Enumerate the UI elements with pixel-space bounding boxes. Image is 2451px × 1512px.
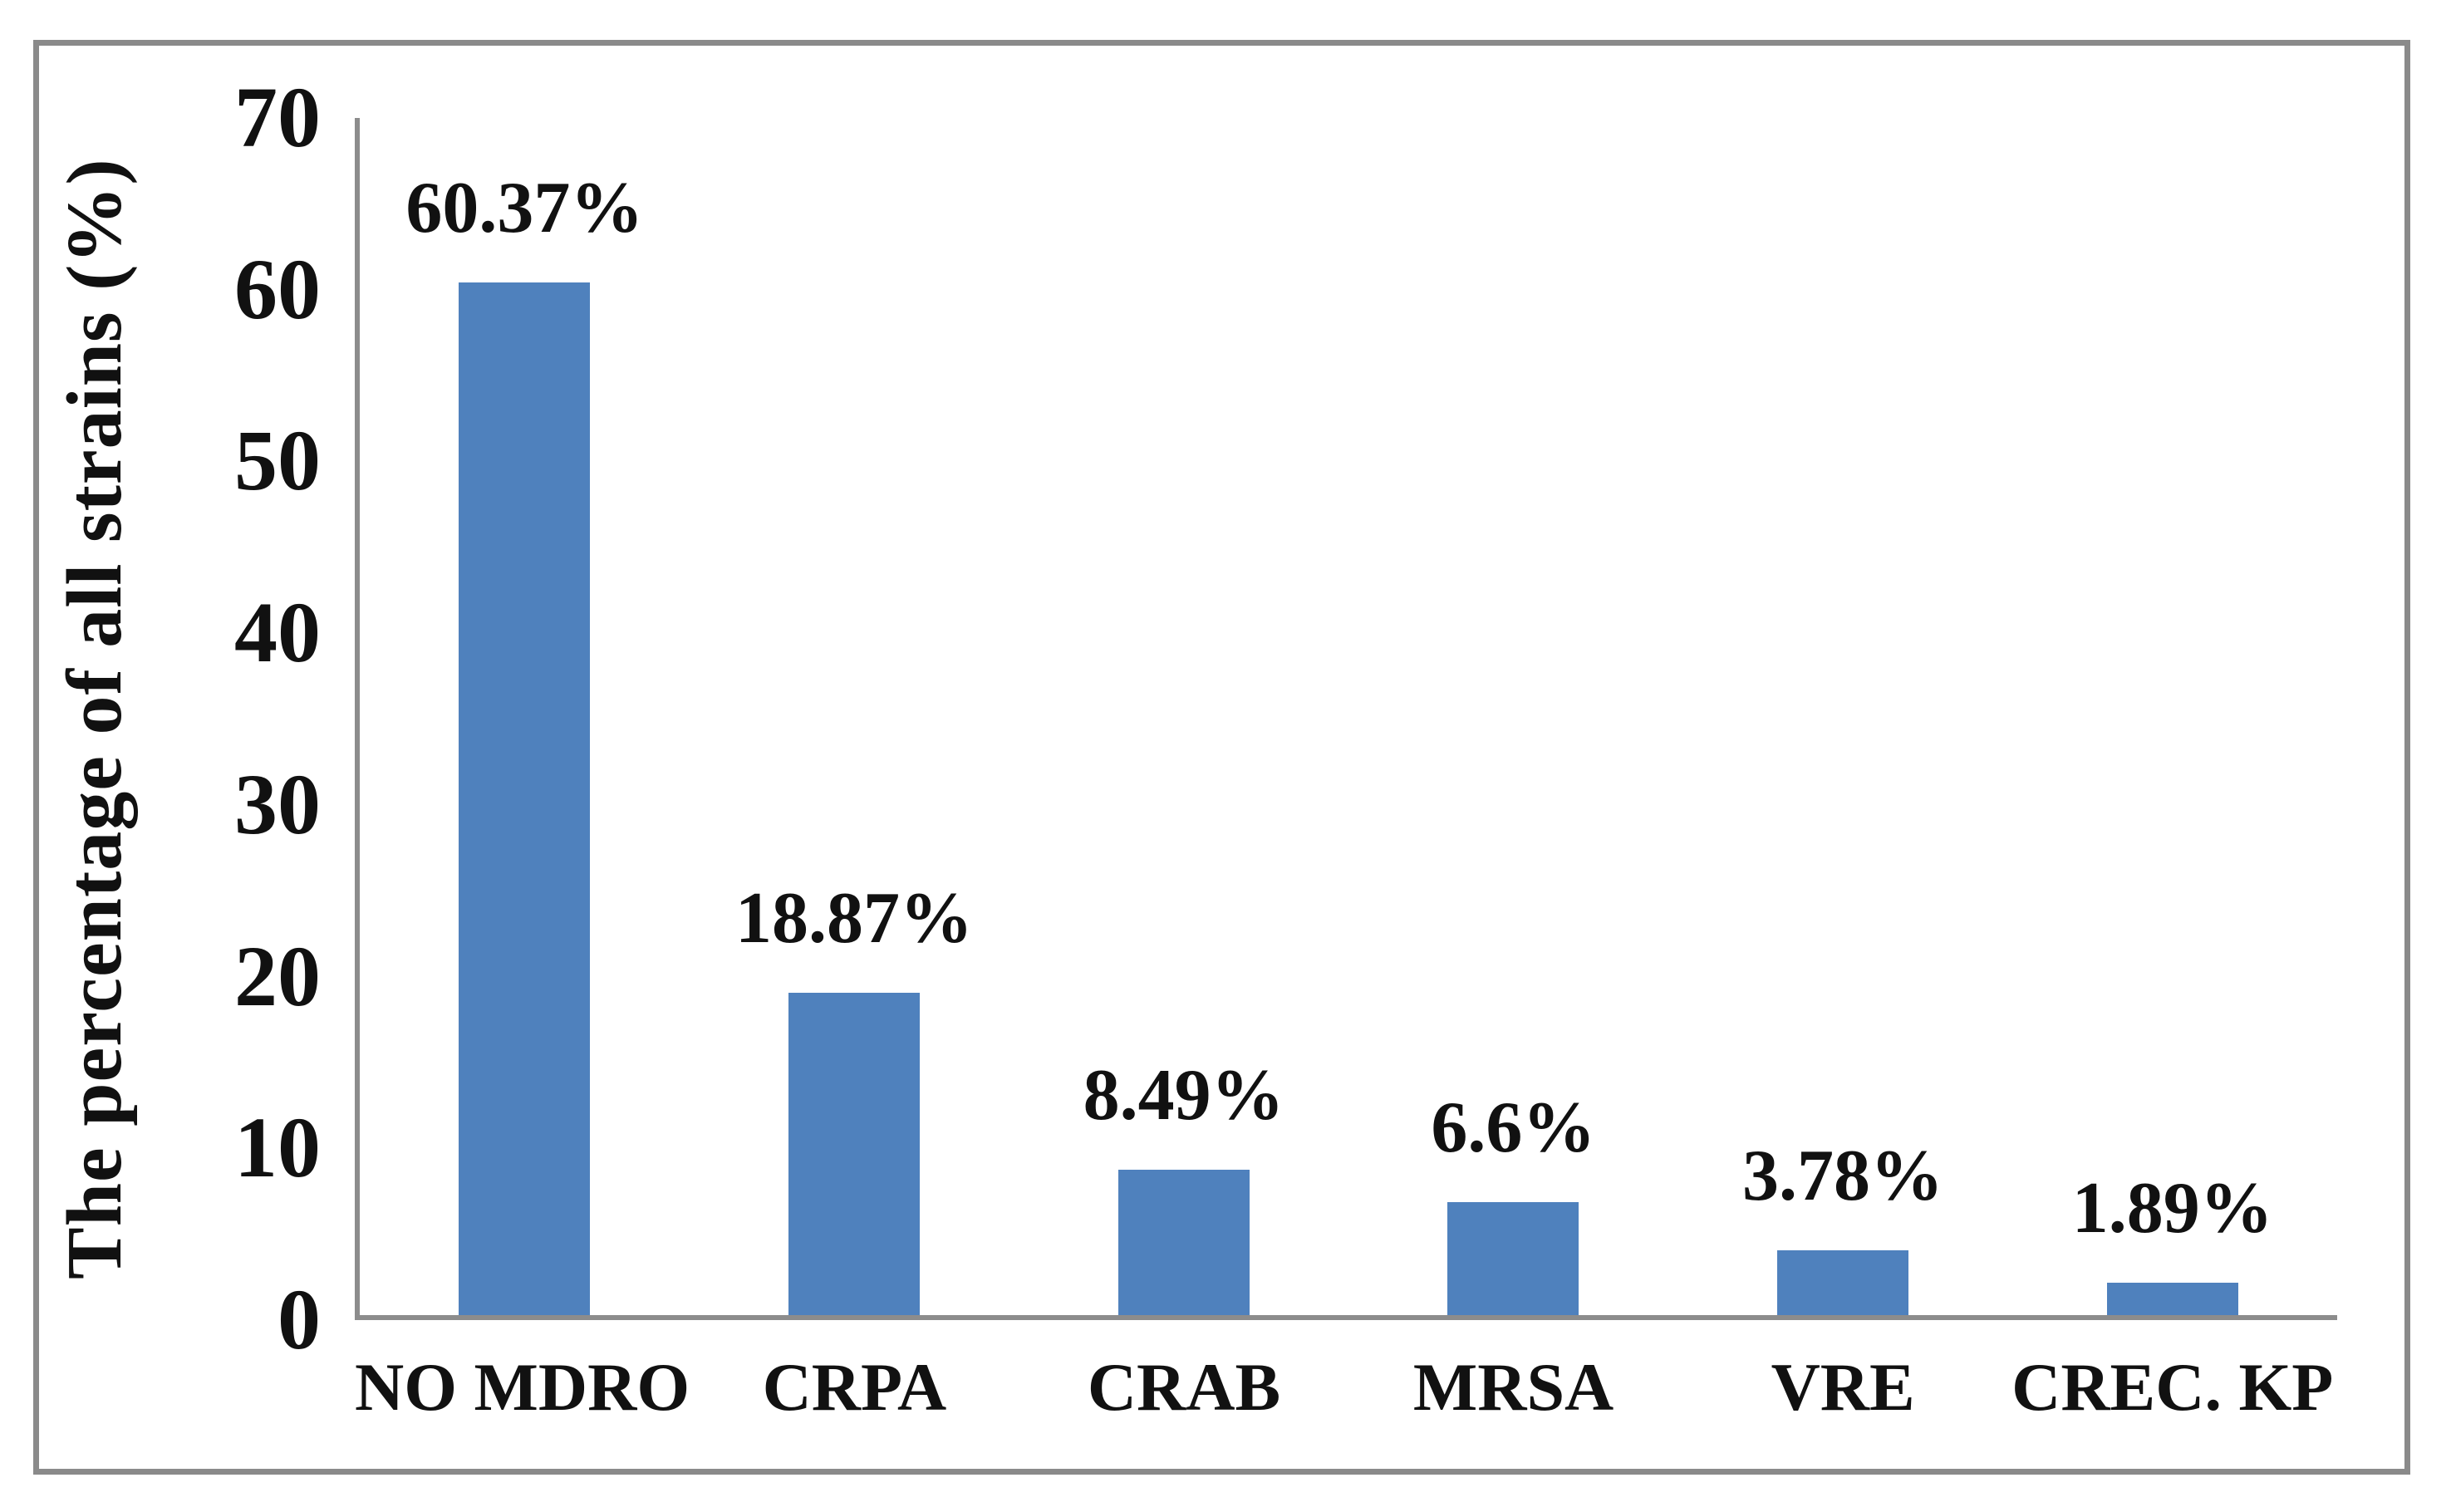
bar-slot: 8.49% — [1019, 118, 1348, 1315]
category-label: CREC. KP — [2011, 1349, 2334, 1425]
bars-container: 60.37% 18.87% 8.49% 6.6% 3.78% 1.89% — [360, 118, 2337, 1315]
bar — [1117, 1170, 1250, 1315]
y-tick-label: 50 — [234, 413, 321, 509]
plot-area: 60.37% 18.87% 8.49% 6.6% 3.78% 1.89% — [355, 118, 2337, 1320]
bar-value-label: 60.37% — [405, 168, 644, 249]
bar — [788, 992, 920, 1315]
y-tick-label: 0 — [278, 1272, 321, 1367]
category-label: CRAB — [1087, 1349, 1281, 1425]
bar-slot: 1.89% — [2007, 118, 2337, 1315]
category-label: NO MDRO — [355, 1349, 690, 1425]
category-label: MRSA — [1412, 1349, 1614, 1425]
bar — [2106, 1283, 2238, 1315]
category-label: VRE — [1771, 1349, 1915, 1425]
y-tick-label: 30 — [234, 756, 321, 852]
bar-slot: 60.37% — [360, 118, 690, 1315]
bar-slot: 18.87% — [690, 118, 1019, 1315]
bar — [459, 282, 591, 1315]
bar-value-label: 3.78% — [1742, 1136, 1944, 1217]
bar — [1777, 1250, 1909, 1315]
bar-slot: 3.78% — [1678, 118, 2008, 1315]
bar — [1447, 1202, 1579, 1315]
x-axis-category-labels: NO MDRO CRPA CRAB MRSA VRE CREC. KP — [355, 1349, 2337, 1425]
y-tick-label: 40 — [234, 585, 321, 681]
y-axis-tick-labels: 0 10 20 30 40 50 60 70 — [0, 75, 326, 1363]
category-label: CRPA — [762, 1349, 947, 1425]
y-tick-label: 70 — [234, 70, 321, 165]
bar-value-label: 8.49% — [1083, 1055, 1284, 1136]
bar-value-label: 1.89% — [2071, 1168, 2273, 1249]
y-tick-label: 60 — [234, 241, 321, 337]
y-tick-label: 10 — [234, 1100, 321, 1196]
y-tick-label: 20 — [234, 928, 321, 1024]
bar-value-label: 18.87% — [735, 877, 973, 959]
bar-value-label: 6.6% — [1431, 1087, 1596, 1169]
bar-slot: 6.6% — [1348, 118, 1678, 1315]
